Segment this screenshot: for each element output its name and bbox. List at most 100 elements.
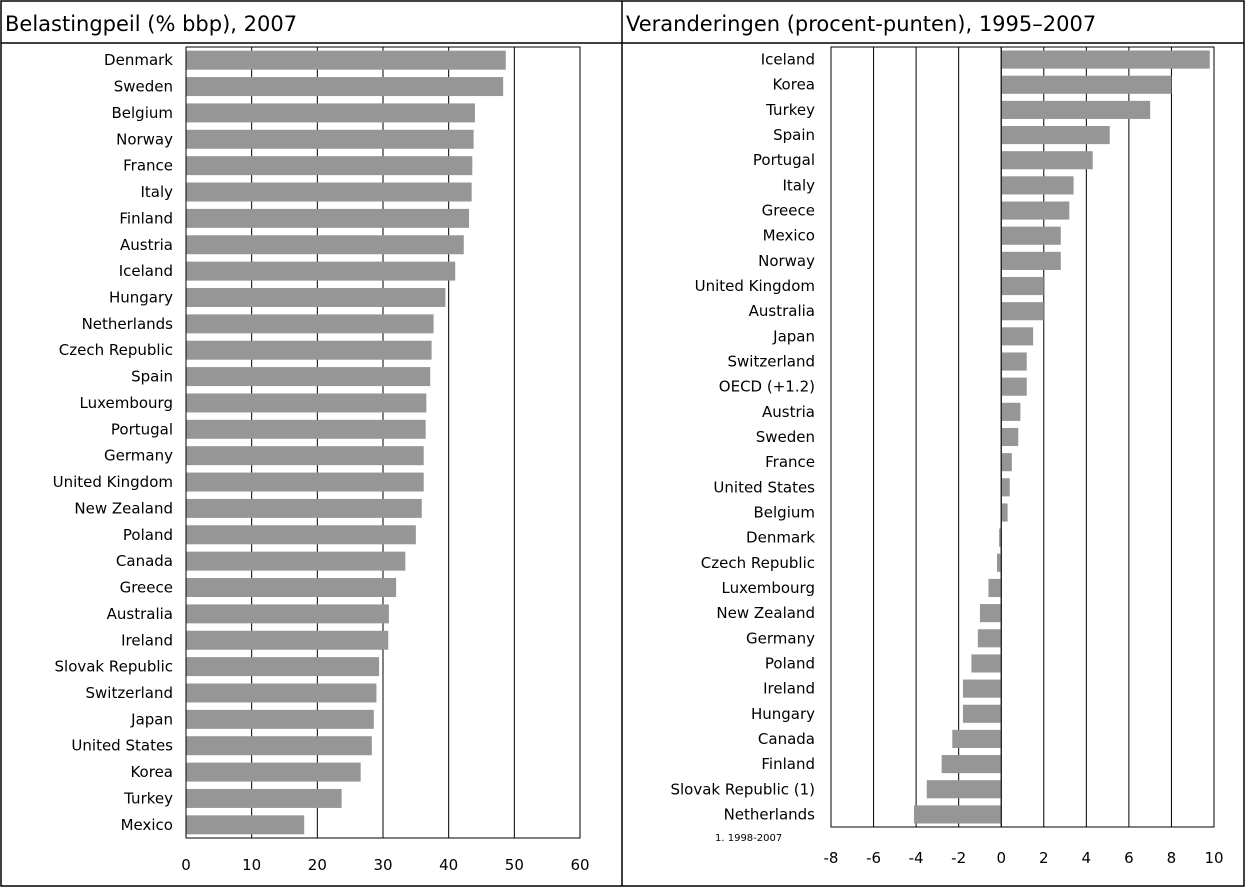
left-x-tick-label: 20 [308,856,327,874]
left-category-label: Sweden [114,78,173,96]
left-bar-finland [186,208,470,228]
left-category-label: Luxembourg [80,394,174,412]
left-x-tick-label: 0 [181,856,191,874]
left-category-label: Portugal [111,420,173,438]
left-category-label: Ireland [121,631,173,649]
left-category-label: Slovak Republic [55,658,174,676]
left-bar-australia [186,604,389,624]
right-category-label: New Zealand [716,604,815,622]
left-bar-italy [186,182,472,202]
right-category-label: Netherlands [724,805,816,823]
left-category-label: Switzerland [86,684,174,702]
right-category-label: Mexico [763,227,815,245]
right-category-label: Luxembourg [722,579,816,597]
right-bar-netherlands [913,805,1002,824]
left-bar-united-kingdom [186,472,424,492]
right-bar-hungary [962,704,1002,723]
left-category-label: Germany [104,447,173,465]
right-chart-title: Veranderingen (procent-punten), 1995–200… [626,12,1096,36]
right-bar-ireland [962,679,1002,698]
right-bar-australia [1001,302,1044,321]
left-category-label: Norway [116,130,173,148]
right-bar-czech-republic [996,553,1002,572]
left-bar-belgium [186,103,475,123]
left-bar-denmark [186,50,506,70]
left-category-label: Canada [116,552,173,570]
right-category-label: Japan [772,327,815,345]
left-category-label: France [123,157,173,175]
right-bar-luxembourg [988,578,1002,598]
right-category-label: Korea [772,76,815,94]
left-bar-austria [186,235,464,255]
right-category-label: Greece [762,202,815,220]
left-bar-ireland [186,630,389,650]
right-category-label: Hungary [751,705,815,723]
left-bar-poland [186,525,416,545]
left-x-tick-label: 40 [439,856,458,874]
left-x-tick-label: 10 [242,856,261,874]
right-category-label: Sweden [756,428,815,446]
right-bar-korea [1001,75,1172,94]
right-bar-norway [1001,251,1061,270]
right-bar-switzerland [1001,352,1027,371]
right-category-label: France [765,453,815,471]
left-category-label: Austria [120,236,173,254]
right-bar-united-kingdom [1001,276,1044,296]
left-bar-canada [186,551,406,571]
left-category-label: Turkey [123,789,173,807]
right-x-tick-label: -4 [909,849,924,867]
right-bar-portugal [1001,151,1093,170]
right-bar-spain [1001,126,1110,145]
left-category-label: Netherlands [82,315,174,333]
right-category-label: Ireland [763,680,815,698]
left-x-tick-label: 30 [373,856,392,874]
right-bar-greece [1001,201,1070,220]
left-category-label: Korea [130,763,173,781]
left-bar-norway [186,129,474,149]
right-category-label: Turkey [765,101,815,119]
left-bar-sweden [186,77,504,97]
right-bar-denmark [999,528,1002,547]
left-bar-slovak-republic [186,657,380,677]
left-category-label: Greece [120,579,173,597]
right-x-tick-label: 0 [996,849,1006,867]
right-bar-belgium [1001,503,1008,522]
right-x-tick-label: 6 [1124,849,1134,867]
right-category-label: United States [713,478,815,496]
left-bar-switzerland [186,683,377,703]
right-bar-japan [1001,327,1034,346]
left-x-tick-label: 60 [570,856,589,874]
right-x-tick-label: -2 [951,849,966,867]
left-bar-germany [186,446,424,466]
left-category-label: Poland [123,526,173,544]
right-category-label: Iceland [761,51,815,69]
right-category-label: Australia [749,302,815,320]
right-category-label: Switzerland [728,353,816,371]
left-chart-plot: 0 10 20 30 40 50 60 Denmark Sweden Belgium Norway F… [53,46,590,874]
right-category-label: Norway [758,252,815,270]
left-bar-luxembourg [186,393,427,413]
right-x-tick-label: 8 [1167,849,1177,867]
left-category-label: Mexico [121,816,173,834]
right-category-label: Canada [758,730,815,748]
right-category-label: Slovak Republic (1) [670,780,815,798]
left-bar-portugal [186,419,426,439]
right-bar-turkey [1001,100,1151,119]
right-category-label: Belgium [754,503,816,521]
left-category-label: Belgium [112,104,174,122]
right-bar-germany [977,629,1002,648]
right-bar-united-states [1001,478,1010,497]
left-category-label: Hungary [109,288,173,306]
left-category-label: Czech Republic [59,341,173,359]
left-bar-mexico [186,815,305,835]
left-bar-czech-republic [186,340,432,360]
left-category-label: Denmark [104,51,173,69]
left-bar-iceland [186,261,456,281]
left-x-tick-label: 50 [505,856,524,874]
left-category-label: Italy [140,183,173,201]
right-category-label: Spain [773,126,815,144]
left-category-label: United States [71,737,173,755]
right-chart-footnote: 1. 1998-2007 [715,833,782,844]
left-category-label: Spain [131,368,173,386]
